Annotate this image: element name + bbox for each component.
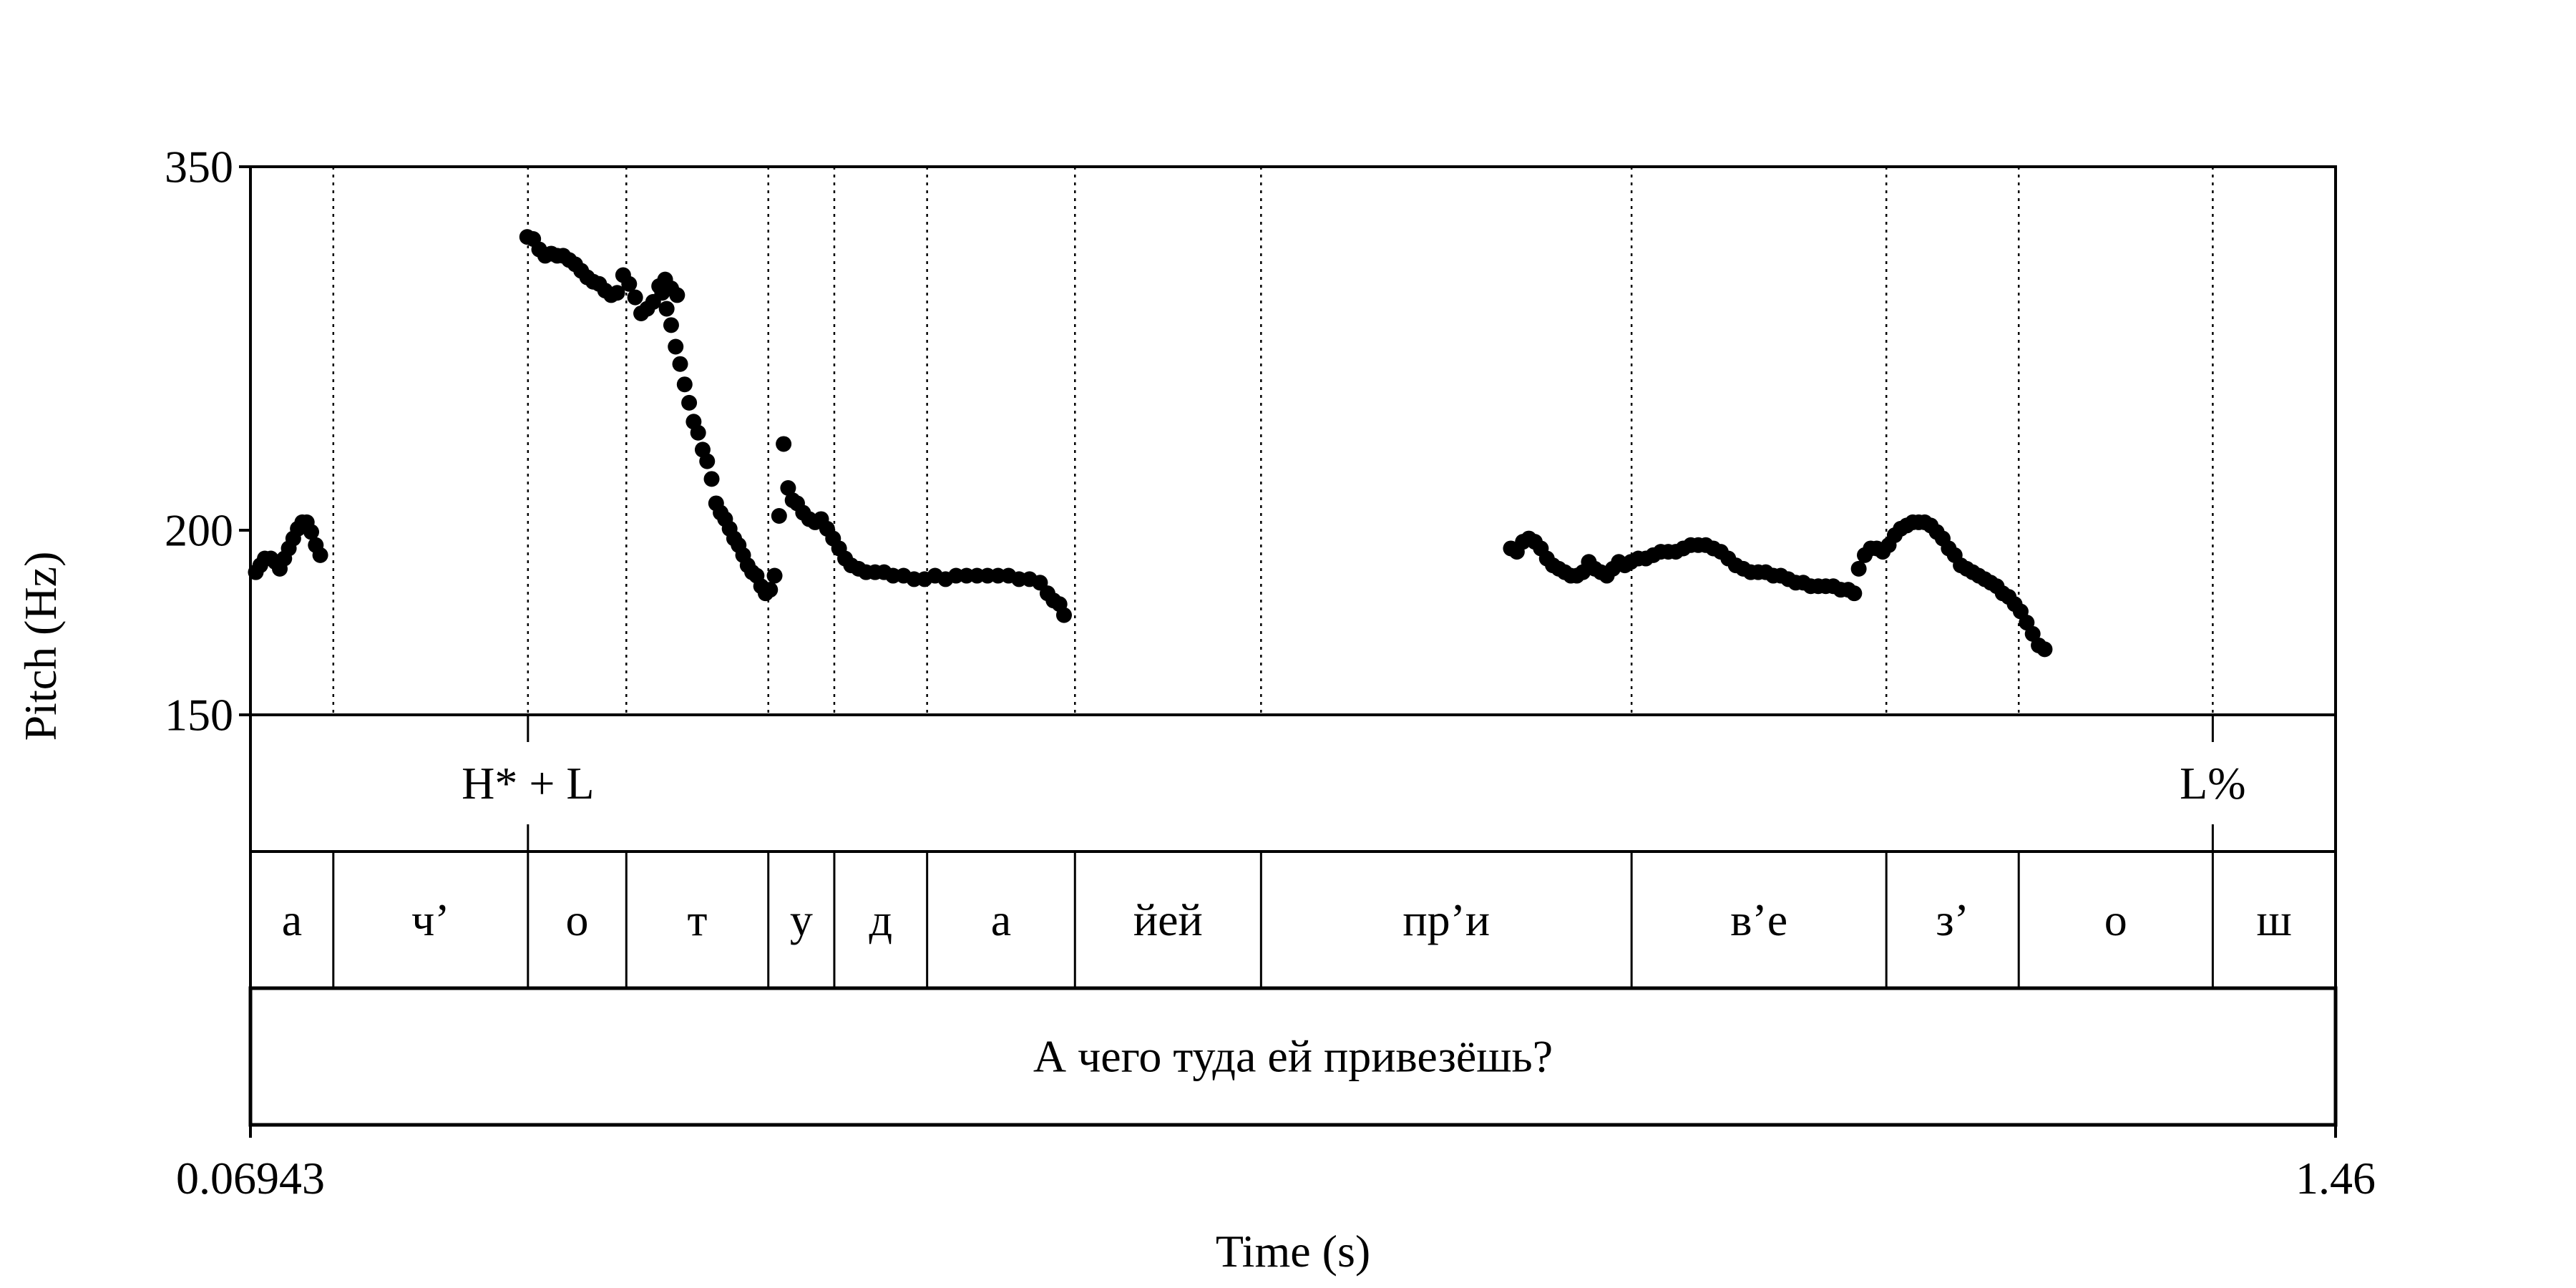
pitch-point-34: [627, 289, 643, 306]
pitch-points: [248, 229, 2053, 658]
pitch-point-45: [668, 338, 684, 355]
pitch-point-187: [2036, 641, 2053, 658]
pitch-point-31: [609, 285, 625, 301]
segment-label-9: пр’и: [1402, 894, 1490, 945]
segment-label-11: з’: [1936, 894, 1969, 945]
pitch-point-42: [654, 285, 670, 301]
tone-label-1: H* + L: [462, 758, 594, 809]
segment-label-1: а: [282, 894, 302, 945]
pitch-point-104: [1055, 607, 1072, 623]
pitch-point-47: [676, 376, 693, 393]
pitch-point-69: [776, 436, 792, 452]
segment-labels: а ч’ о т у д а йей пр’и в’е з’ о ш: [282, 894, 2292, 945]
segment-label-4: т: [688, 894, 708, 945]
pitch-point-52: [699, 453, 716, 469]
pitch-point-44: [663, 317, 679, 333]
y-axis-label: Pitch (Hz): [15, 552, 66, 741]
sentence-label: А чего туда ей привезёшь?: [1033, 1031, 1553, 1082]
segment-label-7: а: [991, 894, 1011, 945]
segment-tier: [249, 850, 2337, 990]
y-tick-label-200: 200: [165, 505, 233, 556]
segment-label-13: ш: [2257, 894, 2292, 945]
pitch-point-46: [672, 356, 688, 372]
pitch-point-48: [681, 394, 698, 411]
y-axis: 350 200 150: [165, 142, 250, 741]
pitch-point-155: [1846, 585, 1863, 602]
pitch-point-53: [703, 471, 720, 487]
tone-label-2: L%: [2180, 758, 2245, 809]
boundary-lines: [332, 167, 2214, 715]
pitch-point-70: [780, 479, 796, 496]
x-tick-label-end: 1.46: [2296, 1153, 2376, 1204]
segment-label-12: о: [2104, 894, 2127, 945]
pitch-point-66: [762, 582, 779, 598]
pitch-point-33: [621, 275, 638, 292]
x-axis-label: Time (s): [1216, 1226, 1370, 1277]
pitch-point-156: [1850, 560, 1867, 577]
segment-label-5: у: [790, 894, 813, 945]
pitch-point-41: [669, 287, 686, 303]
segment-label-2: ч’: [411, 894, 450, 945]
tone-labels: H* + L L%: [462, 715, 2246, 852]
tier-boundaries: [332, 852, 2214, 988]
pitch-point-67: [766, 567, 783, 584]
sentence-tier: [248, 986, 2338, 1127]
pitch-point-68: [771, 508, 787, 525]
segment-label-6: д: [869, 894, 893, 945]
y-tick-label-350: 350: [165, 142, 233, 192]
pitch-point-13: [303, 524, 320, 540]
segment-label-10: в’е: [1730, 894, 1787, 945]
segment-label-3: о: [566, 894, 589, 945]
y-tick-label-150: 150: [165, 690, 233, 741]
pitch-point-50: [690, 424, 706, 441]
x-tick-label-start: 0.06943: [176, 1153, 325, 1204]
segment-label-8: йей: [1133, 894, 1203, 945]
pitch-point-15: [312, 547, 328, 563]
pitch-point-43: [658, 301, 675, 317]
